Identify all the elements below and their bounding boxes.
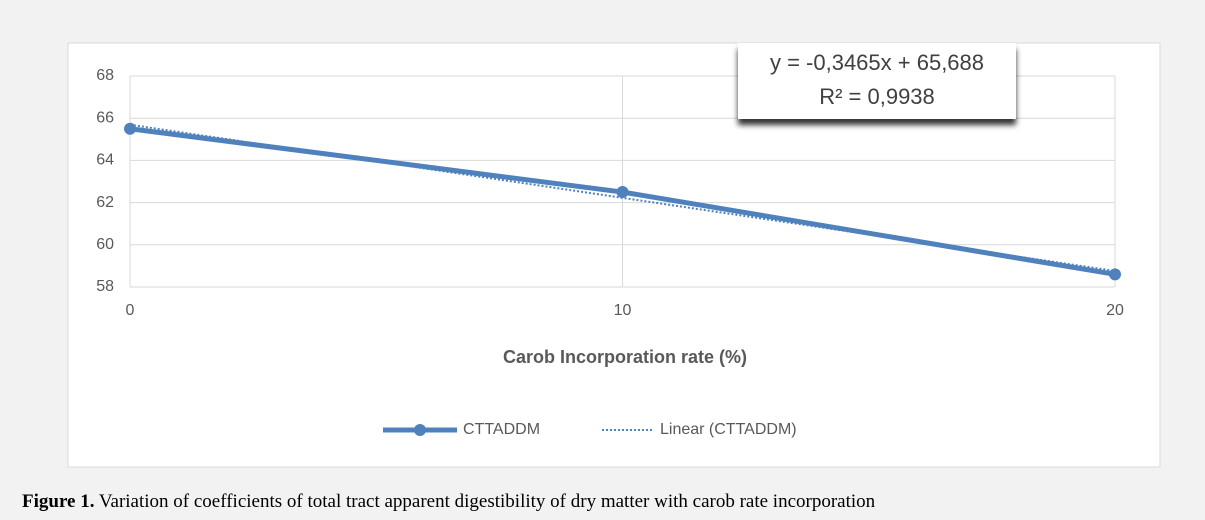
caption-label: Figure 1. xyxy=(22,491,94,512)
caption-text: Variation of coefficients of total tract… xyxy=(94,491,875,512)
legend-label: Linear (CTTADDM) xyxy=(660,421,797,438)
x-tick-label: 20 xyxy=(1106,302,1124,319)
marker xyxy=(124,122,136,135)
equation: y = -0,3465x + 65,688 xyxy=(770,50,984,75)
legend-label: CTTADDM xyxy=(463,421,540,438)
marker xyxy=(1109,268,1121,281)
y-tick-label: 68 xyxy=(96,67,114,84)
y-tick-label: 66 xyxy=(96,109,114,126)
equation-box xyxy=(738,43,1016,119)
x-tick-label: 0 xyxy=(126,302,135,319)
caption: Figure 1. Variation of coefficients of t… xyxy=(22,491,876,512)
r-squared: R² = 0,9938 xyxy=(819,84,935,109)
marker xyxy=(616,186,629,199)
y-tick-label: 64 xyxy=(96,152,114,169)
legend-marker xyxy=(414,424,426,436)
x-axis-label: Carob Incorporation rate (%) xyxy=(503,347,747,367)
x-tick-label: 10 xyxy=(614,302,632,319)
y-tick-label: 58 xyxy=(96,278,114,295)
y-tick-label: 60 xyxy=(96,236,114,253)
y-tick-label: 62 xyxy=(96,194,114,211)
